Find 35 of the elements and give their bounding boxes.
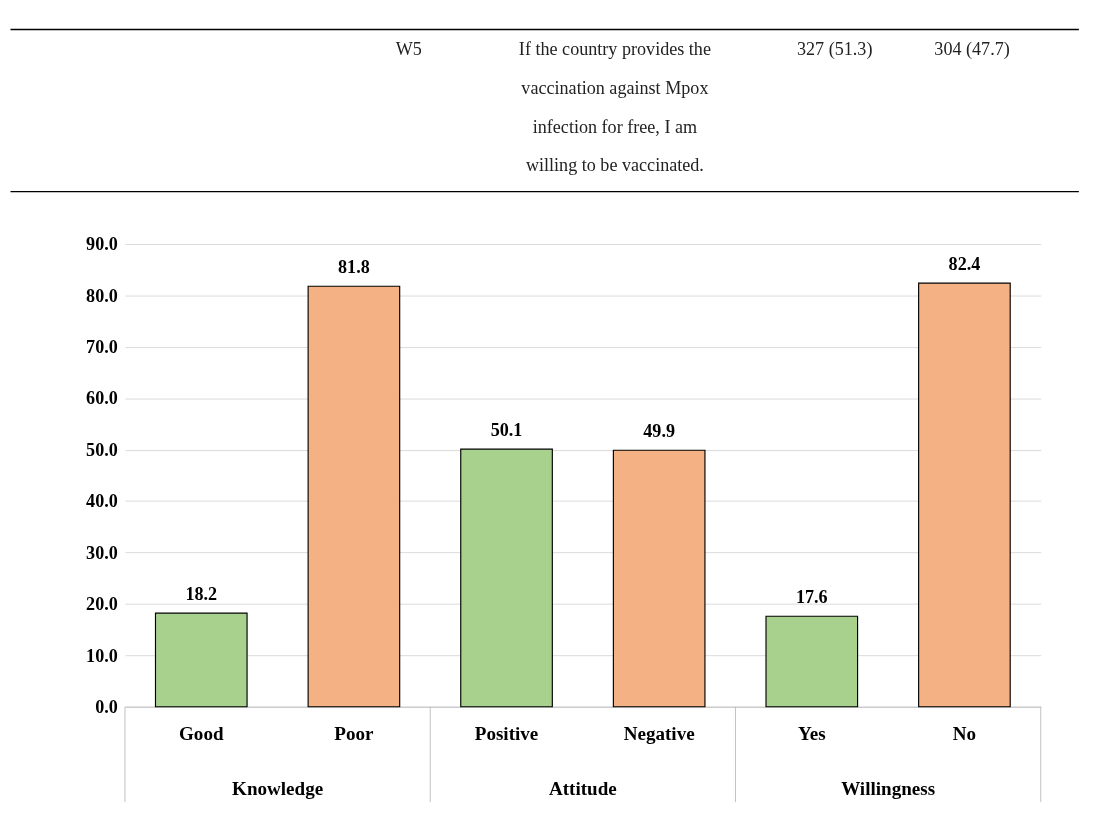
text: Knowledge [232, 778, 324, 800]
data-label: 49.9 [643, 420, 676, 441]
text: 327 (51.3) [796, 39, 873, 61]
y-tick-label: 0.0 [95, 696, 118, 717]
y-tick-label: 90.0 [86, 234, 118, 255]
data-label: 17.6 [795, 586, 828, 607]
x-tick-label: Poor [334, 722, 375, 744]
data-label: 81.8 [338, 256, 370, 277]
text: If the country provides the vaccination against Mpox infection for free, I am willing to be vaccinated. [518, 39, 711, 176]
data-label: 50.1 [490, 419, 523, 440]
text: Attitude [548, 778, 617, 800]
data-label: 82.4 [948, 253, 981, 274]
x-tick-label: Positive [474, 722, 539, 744]
bar [460, 448, 553, 708]
y-tick-label: 40.0 [86, 491, 118, 512]
bar [612, 449, 706, 708]
text: Willingness [841, 778, 936, 800]
y-tick-label: 70.0 [86, 337, 118, 358]
bar [154, 612, 248, 708]
text: 304 (47.7) [934, 39, 1010, 61]
x-tick-label: Good [179, 722, 224, 744]
x-tick-label: Yes [798, 722, 826, 744]
bar [765, 615, 859, 708]
x-tick-label: No [952, 722, 977, 744]
y-tick-label: 20.0 [86, 594, 118, 615]
data-label: 18.2 [185, 583, 218, 604]
bar [918, 282, 1011, 708]
y-tick-label: 30.0 [86, 542, 118, 563]
x-tick-label: Negative [623, 722, 695, 744]
text: W5 [395, 39, 422, 60]
y-tick-label: 80.0 [86, 285, 118, 306]
bar [307, 285, 401, 708]
y-tick-label: 60.0 [86, 388, 118, 409]
y-tick-label: 50.0 [86, 439, 118, 460]
y-tick-label: 10.0 [86, 645, 118, 666]
